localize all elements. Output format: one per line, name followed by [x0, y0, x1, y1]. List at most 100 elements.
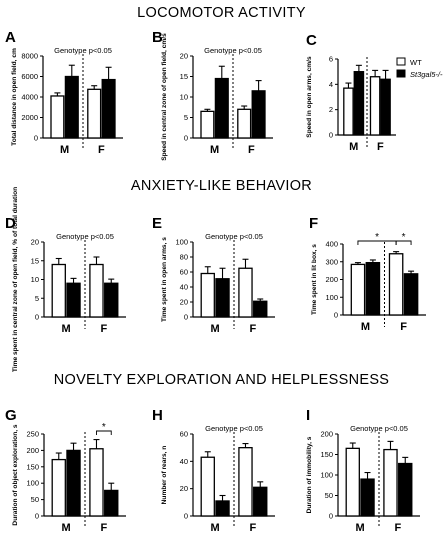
- y-axis-label: Time spent in central zone of open field…: [12, 187, 19, 372]
- y-tick-label: 4000: [21, 93, 38, 102]
- y-tick-label: 20: [180, 484, 188, 493]
- y-axis-label: Duration of object exploration, s: [12, 424, 19, 525]
- y-tick-label: 6: [329, 55, 333, 64]
- y-tick-label: 0: [329, 512, 333, 521]
- legend-swatch-wt: [396, 57, 406, 66]
- y-tick-label: 100: [320, 471, 333, 480]
- significance-bracket: [96, 430, 112, 435]
- y-tick-label: 2000: [21, 113, 38, 122]
- group-label: F: [248, 144, 255, 156]
- genotype-annotation: Genotype p<0.05: [350, 424, 408, 433]
- group-label: M: [211, 522, 220, 534]
- bar-wt-m: [200, 110, 215, 139]
- bar-wt-m: [343, 87, 354, 136]
- group-label: F: [394, 522, 401, 534]
- bar-ko-m: [66, 449, 81, 517]
- y-tick-label: 200: [325, 275, 338, 284]
- panel-letter: I: [306, 407, 310, 424]
- bar-wt-f: [238, 447, 253, 517]
- bar-ko-f: [398, 462, 413, 517]
- y-tick-label: 0: [334, 311, 338, 320]
- group-label: F: [249, 323, 256, 335]
- y-axis-label: Speed in open arms, cm/s: [306, 56, 313, 138]
- y-tick-label: 0: [184, 313, 188, 322]
- group-label: F: [249, 522, 256, 534]
- bar-ko-f: [253, 300, 268, 318]
- y-tick-label: 4: [329, 80, 333, 89]
- y-axis-label: Time spent in lit box, s: [311, 244, 318, 315]
- y-tick-label: 20: [31, 238, 39, 247]
- group-label: M: [349, 141, 358, 153]
- y-tick-label: 400: [325, 240, 338, 249]
- y-tick-label: 200: [26, 446, 39, 455]
- y-axis-label: Duration of immobility, s: [306, 436, 313, 513]
- significance-star: *: [102, 422, 106, 433]
- y-tick-label: 5: [184, 113, 188, 122]
- y-tick-label: 100: [325, 293, 338, 302]
- bar-ko-f: [104, 282, 119, 318]
- bar-wt-m: [51, 263, 66, 318]
- genotype-annotation: Genotype p<0.05: [205, 424, 263, 433]
- bar-wt-f: [369, 76, 381, 136]
- group-label: M: [62, 522, 71, 534]
- significance-star: *: [402, 232, 406, 243]
- panel-letter: F: [309, 215, 318, 232]
- y-axis-label: Speed in central zone of open field, cm/…: [161, 33, 168, 161]
- y-tick-label: 50: [325, 491, 333, 500]
- panel-B: B 0 5 10 15 20 Speed in central zone of open f…: [152, 29, 273, 161]
- bar-ko-m: [353, 71, 365, 136]
- bar-wt-m: [200, 272, 215, 318]
- y-tick-label: 200: [320, 430, 333, 439]
- y-tick-label: 0: [35, 313, 39, 322]
- bar-ko-m: [360, 478, 375, 517]
- panel-F: F 0 100 200 300 400 Time spent in lit box, s M F…: [309, 215, 426, 333]
- panel-G: G 0 50 100 150 200 250 Duration of object explo…: [5, 407, 126, 534]
- legend-label-ko: St3gal5-/-: [410, 70, 443, 79]
- y-tick-label: 250: [26, 430, 39, 439]
- y-tick-label: 60: [180, 430, 188, 439]
- bar-ko-f: [104, 489, 119, 517]
- genotype-annotation: Genotype p<0.05: [56, 232, 114, 241]
- bar-wt-m: [345, 447, 360, 517]
- panel-C: C 0 2 4 6 Speed in open arms, cm/s M F: [306, 32, 396, 153]
- bar-ko-f: [380, 78, 391, 136]
- panel-I: I 0 50 100 150 200 Duration of immobility, s M F…: [306, 407, 420, 534]
- y-tick-label: 100: [26, 479, 39, 488]
- panel-H: H 0 20 40 60 Number of rears, n M F Genotype p<0…: [152, 407, 275, 534]
- group-label: M: [356, 522, 365, 534]
- section-title-locomotor: LOCOMOTOR ACTIVITY: [137, 5, 306, 21]
- bar-ko-m: [215, 278, 230, 318]
- group-label: M: [62, 323, 71, 335]
- bar-wt-f: [388, 253, 404, 316]
- panel-letter: E: [152, 215, 162, 232]
- panel-D: D 0 5 10 15 20 Time spent in central zone of o…: [5, 187, 126, 372]
- y-tick-label: 20: [180, 52, 188, 61]
- group-label: F: [100, 522, 107, 534]
- group-label: M: [211, 323, 220, 335]
- y-tick-label: 0: [34, 134, 38, 143]
- y-tick-label: 300: [325, 257, 338, 266]
- panel-letter: A: [5, 29, 16, 46]
- bar-ko-f: [253, 486, 268, 517]
- section-title-anxiety: ANXIETY-LIKE BEHAVIOR: [130, 178, 313, 194]
- y-tick-label: 150: [26, 462, 39, 471]
- legend-label-wt: WT: [410, 58, 422, 67]
- bar-ko-f: [251, 90, 266, 139]
- y-tick-label: 150: [320, 450, 333, 459]
- group-label: M: [210, 144, 219, 156]
- group-label: F: [400, 321, 407, 333]
- bar-wt-f: [237, 108, 252, 139]
- y-tick-label: 2: [329, 105, 333, 114]
- significance-star: *: [375, 232, 379, 243]
- y-tick-label: 0: [35, 512, 39, 521]
- y-tick-label: 15: [180, 72, 188, 81]
- y-tick-label: 0: [184, 134, 188, 143]
- bar-ko-m: [66, 282, 81, 318]
- genotype-annotation: Genotype p<0.05: [204, 46, 262, 55]
- bar-wt-f: [383, 448, 398, 517]
- panel-letter: B: [152, 29, 163, 46]
- panel-letter: H: [152, 407, 163, 424]
- y-tick-label: 6000: [21, 72, 38, 81]
